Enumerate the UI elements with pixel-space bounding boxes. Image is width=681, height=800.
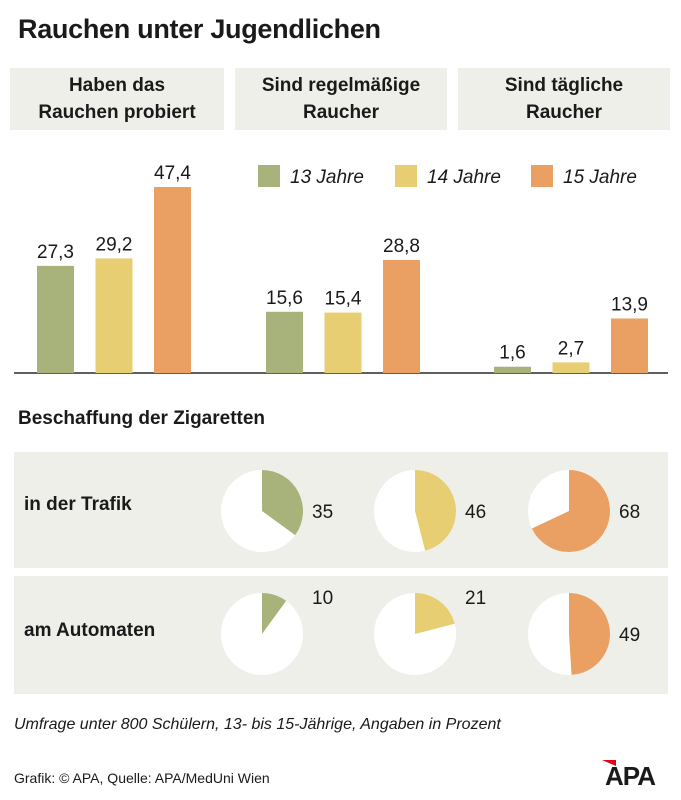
pie-label-r0-c0: 35 xyxy=(312,502,333,523)
bar-label-g1-s2: 28,8 xyxy=(383,236,420,257)
group-header-taeglich: Sind tägliche Raucher xyxy=(458,68,670,130)
bar-g2-s0 xyxy=(494,366,531,373)
pie-slice-r1-c0 xyxy=(262,593,287,634)
pie-label-r1-c0: 10 xyxy=(312,588,333,609)
pie-label-r0-c2: 68 xyxy=(619,502,640,523)
legend-swatch-1 xyxy=(395,165,417,187)
pie-label-r0-c1: 46 xyxy=(465,502,486,523)
bar-label-g0-s0: 27,3 xyxy=(37,242,74,263)
bar-label-g0-s1: 29,2 xyxy=(96,234,133,255)
pie-slice-r0-c0 xyxy=(262,470,304,536)
pie-slice-r1-c2 xyxy=(569,592,611,675)
bar-g0-s1 xyxy=(95,258,133,373)
bar-g1-s1 xyxy=(324,312,362,373)
group-header-probiert: Haben das Rauchen probiert xyxy=(10,68,224,130)
apa-logo-text: APA xyxy=(605,761,656,791)
pie-label-r1-c2: 49 xyxy=(619,625,640,646)
bar-g0-s2 xyxy=(154,187,191,373)
bar-label-g1-s0: 15,6 xyxy=(266,288,303,309)
credit: Grafik: © APA, Quelle: APA/MedUni Wien xyxy=(14,770,270,786)
section-heading: Beschaffung der Zigaretten xyxy=(18,408,266,429)
bar-g1-s2 xyxy=(383,259,420,373)
page-title: Rauchen unter Jugendlichen xyxy=(18,14,381,44)
pie-slice-r0-c1 xyxy=(415,470,456,551)
legend-label-0: 13 Jahre xyxy=(290,167,364,188)
bar-g2-s2 xyxy=(611,318,648,373)
bar-label-g1-s1: 15,4 xyxy=(325,289,362,310)
bar-label-g0-s2: 47,4 xyxy=(154,163,191,184)
group-header-regelmaessig: Sind regelmäßige Raucher xyxy=(235,68,447,130)
bar-g2-s1 xyxy=(552,362,590,373)
pie-label-r1-c1: 21 xyxy=(465,588,486,609)
bar-label-g2-s0: 1,6 xyxy=(499,343,525,364)
legend-label-2: 15 Jahre xyxy=(563,167,637,188)
footnote: Umfrage unter 800 Schülern, 13- bis 15-J… xyxy=(14,716,501,733)
bar-g1-s0 xyxy=(266,311,303,373)
bar-label-g2-s2: 13,9 xyxy=(611,294,648,315)
pie-slice-r1-c1 xyxy=(415,593,455,634)
legend-swatch-0 xyxy=(258,165,280,187)
legend-swatch-2 xyxy=(531,165,553,187)
bar-chart: 27,3 15,6 1,6 29,2 15,4 2,7 47,4 28,8 13,9 13 Jah… xyxy=(14,163,668,374)
bar-g0-s0 xyxy=(37,265,74,373)
apa-logo-icon xyxy=(602,760,616,766)
bar-label-g2-s1: 2,7 xyxy=(558,338,584,359)
row-label-automaten: am Automaten xyxy=(24,620,156,641)
row-label-trafik: in der Trafik xyxy=(24,494,132,515)
pie-slice-r0-c2 xyxy=(531,470,610,552)
legend-label-1: 14 Jahre xyxy=(427,167,501,188)
